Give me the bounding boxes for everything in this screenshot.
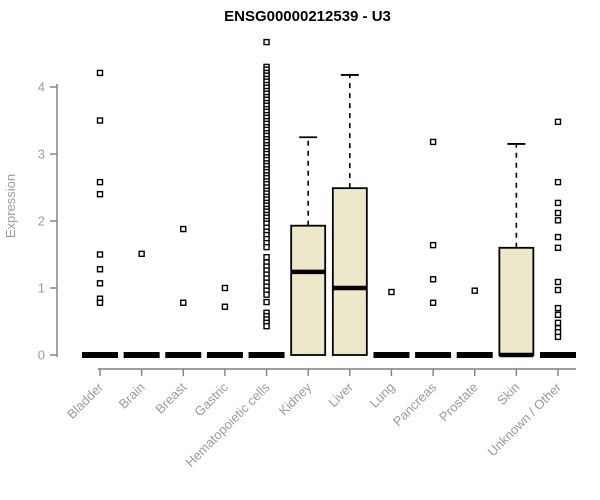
outlier-point bbox=[96, 117, 104, 124]
outlier-point bbox=[429, 241, 437, 249]
x-label-breast: Breast bbox=[152, 379, 189, 416]
outlier-point bbox=[554, 209, 562, 217]
outlier-point bbox=[554, 217, 562, 224]
collapsed-box bbox=[540, 352, 576, 358]
outlier-point bbox=[429, 138, 437, 146]
box bbox=[498, 246, 535, 356]
box-group-kidney bbox=[290, 136, 327, 356]
outlier-point bbox=[471, 287, 478, 294]
outlier-point bbox=[554, 244, 562, 252]
outlier-point bbox=[429, 276, 437, 283]
box-group-breast bbox=[165, 225, 202, 358]
box-group-hematopoietic-cells bbox=[248, 38, 285, 358]
outlier-point bbox=[96, 251, 104, 258]
y-tick-label: 2 bbox=[38, 214, 45, 229]
chart-title: ENSG00000212539 - U3 bbox=[224, 8, 391, 25]
x-label-lung: Lung bbox=[367, 380, 398, 411]
x-label-liver: Liver bbox=[325, 379, 356, 410]
collapsed-box bbox=[248, 352, 285, 358]
collapsed-box bbox=[206, 352, 243, 358]
outlier-point bbox=[96, 280, 104, 287]
box-group-lung bbox=[373, 288, 410, 358]
outlier-point bbox=[554, 199, 562, 207]
outlier-point bbox=[263, 291, 270, 298]
outlier-point bbox=[263, 322, 270, 330]
collapsed-box bbox=[456, 352, 493, 358]
collapsed-box bbox=[165, 352, 202, 358]
box bbox=[331, 187, 368, 356]
outlier-point bbox=[96, 299, 104, 306]
outlier-point bbox=[554, 311, 562, 318]
outlier-point bbox=[263, 243, 270, 251]
x-label-kidney: Kidney bbox=[276, 379, 315, 418]
box bbox=[290, 224, 327, 356]
y-axis: 0 1 2 3 4 bbox=[38, 80, 58, 363]
outlier-point bbox=[554, 286, 562, 294]
y-tick-label: 4 bbox=[38, 80, 45, 95]
x-label-pancreas: Pancreas bbox=[390, 379, 440, 429]
outlier-point bbox=[554, 304, 562, 312]
outlier-point bbox=[554, 178, 562, 186]
x-label-prostate: Prostate bbox=[436, 380, 481, 425]
outlier-point bbox=[221, 284, 229, 292]
outlier-point bbox=[388, 288, 395, 296]
y-tick-label: 0 bbox=[38, 348, 45, 363]
x-label-unknown-other: Unknown / Other bbox=[485, 379, 565, 459]
outlier-point bbox=[429, 299, 437, 306]
box-group-liver bbox=[331, 74, 368, 356]
outlier-point bbox=[180, 225, 187, 233]
box-group-brain bbox=[123, 250, 160, 358]
y-tick-label: 1 bbox=[38, 281, 45, 296]
x-label-brain: Brain bbox=[116, 380, 148, 412]
box-group-prostate bbox=[456, 287, 493, 358]
collapsed-box bbox=[82, 352, 118, 358]
outlier-point bbox=[263, 298, 270, 306]
outlier-point bbox=[263, 253, 270, 261]
x-label-bladder: Bladder bbox=[64, 379, 107, 422]
outlier-point bbox=[96, 69, 104, 77]
box-group-pancreas bbox=[415, 138, 452, 358]
collapsed-box bbox=[123, 352, 160, 358]
outlier-point bbox=[221, 303, 229, 310]
box-group-bladder bbox=[82, 69, 118, 358]
y-tick-label: 3 bbox=[38, 147, 45, 162]
x-label-skin: Skin bbox=[494, 380, 522, 408]
outlier-point bbox=[180, 299, 187, 306]
outlier-point bbox=[96, 178, 104, 186]
x-label-gastric: Gastric bbox=[191, 379, 231, 419]
collapsed-box bbox=[415, 352, 452, 358]
outlier-point bbox=[96, 190, 104, 198]
outlier-point bbox=[554, 118, 562, 126]
box-group-unknown-other bbox=[540, 118, 576, 358]
outlier-point bbox=[138, 250, 145, 258]
outlier-point bbox=[263, 38, 270, 46]
box-group-skin bbox=[498, 143, 535, 358]
outlier-point bbox=[554, 233, 562, 241]
outlier-point bbox=[554, 333, 562, 341]
collapsed-box bbox=[373, 352, 410, 358]
outlier-point bbox=[96, 266, 104, 273]
box-group-gastric bbox=[206, 284, 243, 358]
outlier-point bbox=[554, 278, 562, 286]
outlier-point bbox=[554, 319, 562, 327]
